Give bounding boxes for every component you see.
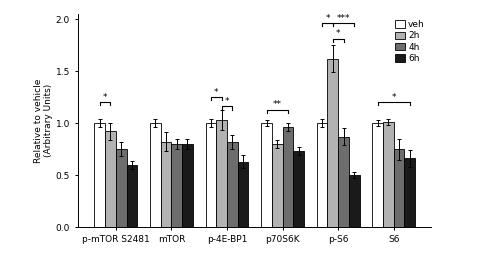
Text: *: *: [103, 93, 107, 102]
Bar: [116, 149, 126, 227]
Bar: [317, 123, 327, 227]
Bar: [327, 59, 338, 227]
Bar: [172, 144, 182, 227]
Bar: [95, 123, 105, 227]
Bar: [404, 158, 415, 227]
Legend: veh, 2h, 4h, 6h: veh, 2h, 4h, 6h: [393, 18, 427, 65]
Bar: [283, 127, 294, 227]
Bar: [206, 123, 216, 227]
Bar: [272, 144, 283, 227]
Bar: [383, 122, 394, 227]
Bar: [394, 149, 404, 227]
Bar: [349, 175, 360, 227]
Bar: [161, 142, 171, 227]
Bar: [261, 123, 272, 227]
Bar: [294, 151, 304, 227]
Text: *: *: [214, 88, 219, 97]
Bar: [126, 165, 137, 227]
Bar: [182, 144, 193, 227]
Bar: [105, 131, 116, 227]
Y-axis label: Relative to vehicle
(Arbitrary Units): Relative to vehicle (Arbitrary Units): [33, 78, 53, 163]
Text: **: **: [273, 100, 282, 109]
Bar: [216, 120, 227, 227]
Bar: [338, 137, 349, 227]
Text: *: *: [225, 97, 229, 106]
Bar: [227, 142, 238, 227]
Bar: [372, 123, 383, 227]
Text: *: *: [325, 14, 330, 23]
Text: *: *: [392, 93, 396, 102]
Text: ***: ***: [337, 14, 350, 23]
Bar: [150, 123, 161, 227]
Bar: [238, 161, 248, 227]
Text: *: *: [336, 29, 341, 38]
